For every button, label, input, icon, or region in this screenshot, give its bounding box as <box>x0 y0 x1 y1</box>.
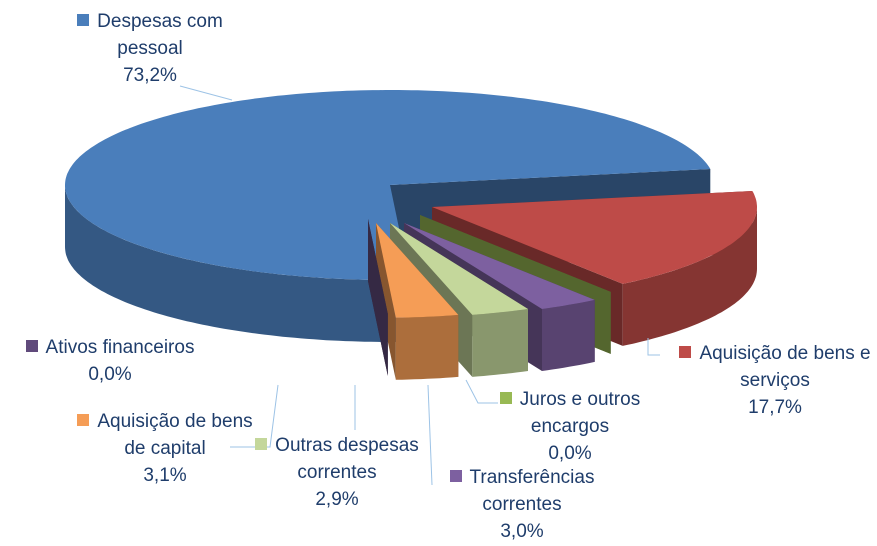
legend-marker <box>255 438 268 450</box>
legend-marker <box>449 470 462 482</box>
slice <box>376 223 459 380</box>
category-label: Transferências correntes <box>469 467 595 515</box>
value-label: 0,0% <box>88 364 132 385</box>
slice <box>376 223 459 318</box>
value-label: 3,0% <box>500 521 544 542</box>
legend-marker <box>499 392 512 404</box>
leader-line <box>465 379 498 404</box>
data-label: Aquisição de bens e serviços 17,7% <box>670 340 877 421</box>
category-label: Despesas com pessoal <box>97 11 223 59</box>
slice-wall <box>376 223 396 380</box>
legend-marker <box>77 14 90 26</box>
leader-line <box>230 384 279 448</box>
slice <box>432 191 757 284</box>
data-label: Ativos financeiros 0,0% <box>0 334 225 388</box>
leader-line <box>427 384 433 486</box>
legend-marker <box>25 340 38 352</box>
data-label: Juros e outros encargos 0,0% <box>490 386 650 467</box>
value-label: 0,0% <box>548 443 592 464</box>
legend-marker <box>77 414 90 426</box>
data-label: Outras despesas correntes 2,9% <box>247 432 427 513</box>
leader-line <box>647 338 660 356</box>
category-label: Aquisição de bens de capital <box>97 411 253 459</box>
category-label: Ativos financeiros <box>45 337 195 358</box>
category-label: Aquisição de bens e serviços <box>699 343 871 391</box>
value-label: 2,9% <box>315 489 359 510</box>
slice-side <box>622 207 757 346</box>
category-label: Outras despesas correntes <box>275 435 419 483</box>
data-label: Aquisição de bens de capital 3,1% <box>75 408 255 489</box>
slice <box>390 223 528 315</box>
legend-marker <box>679 346 692 358</box>
value-label: 17,7% <box>748 397 802 418</box>
data-label: Despesas com pessoal 73,2% <box>55 8 245 89</box>
slice-side <box>542 299 595 371</box>
value-label: 3,1% <box>143 465 187 486</box>
leader-line <box>179 85 233 101</box>
slice <box>65 90 711 280</box>
data-label: Transferências correntes 3,0% <box>432 464 612 545</box>
slice-wall <box>368 219 388 376</box>
value-label: 73,2% <box>123 65 177 86</box>
slice-side <box>65 185 410 342</box>
slice <box>368 219 388 376</box>
slice <box>420 215 611 292</box>
slice-side <box>395 314 459 380</box>
category-label: Juros e outros encargos <box>519 389 641 437</box>
slice <box>404 223 595 309</box>
slice-side <box>472 309 528 377</box>
